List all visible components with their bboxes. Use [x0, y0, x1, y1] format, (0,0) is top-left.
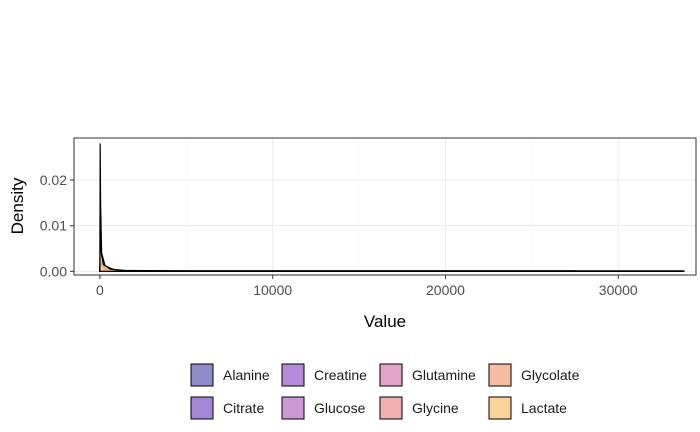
legend-key — [379, 363, 403, 387]
legend-key — [488, 396, 512, 420]
legend-label: Alanine — [223, 367, 270, 383]
x-axis-ticks: 0 10000 20000 30000 — [96, 275, 638, 298]
y-tick-label: 0.01 — [40, 218, 67, 234]
legend-item-alanine: Alanine — [190, 363, 270, 387]
legend-item-glucose: Glucose — [281, 396, 366, 420]
x-tick-label: 0 — [96, 282, 104, 298]
legend-key — [190, 396, 214, 420]
legend-key — [379, 396, 403, 420]
legend-label: Glutamine — [412, 367, 476, 383]
legend-label: Glucose — [314, 400, 366, 416]
panel-border — [73, 137, 697, 276]
legend-item-glutamine: Glutamine — [379, 363, 476, 387]
legend-label: Glycine — [412, 400, 459, 416]
y-tick-label: 0.02 — [40, 172, 67, 188]
x-axis-title: Value — [364, 312, 406, 331]
density-curves — [99, 143, 685, 272]
legend-label: Glycolate — [521, 367, 580, 383]
legend-label: Citrate — [223, 400, 264, 416]
legend-key — [488, 363, 512, 387]
legend-item-glycine: Glycine — [379, 396, 459, 420]
legend-key — [190, 363, 214, 387]
y-tick-label: 0.00 — [40, 263, 67, 279]
legend-item-citrate: Citrate — [190, 396, 264, 420]
y-axis-ticks: 0.00 0.01 0.02 — [40, 172, 74, 279]
legend-key — [281, 363, 305, 387]
x-tick-label: 10000 — [253, 282, 292, 298]
legend-label: Lactate — [521, 400, 567, 416]
x-tick-label: 30000 — [599, 282, 638, 298]
panel-background — [74, 138, 696, 275]
legend-item-glycolate: Glycolate — [488, 363, 580, 387]
x-tick-label: 20000 — [426, 282, 465, 298]
legend-item-lactate: Lactate — [488, 396, 567, 420]
legend-item-creatine: Creatine — [281, 363, 367, 387]
density-area-lactate — [99, 209, 685, 272]
legend-label: Creatine — [314, 367, 367, 383]
legend-key — [281, 396, 305, 420]
y-axis-title: Density — [8, 177, 27, 234]
legend: Alanine Citrate Creatine Glucose Glutamine Gl… — [190, 363, 580, 420]
